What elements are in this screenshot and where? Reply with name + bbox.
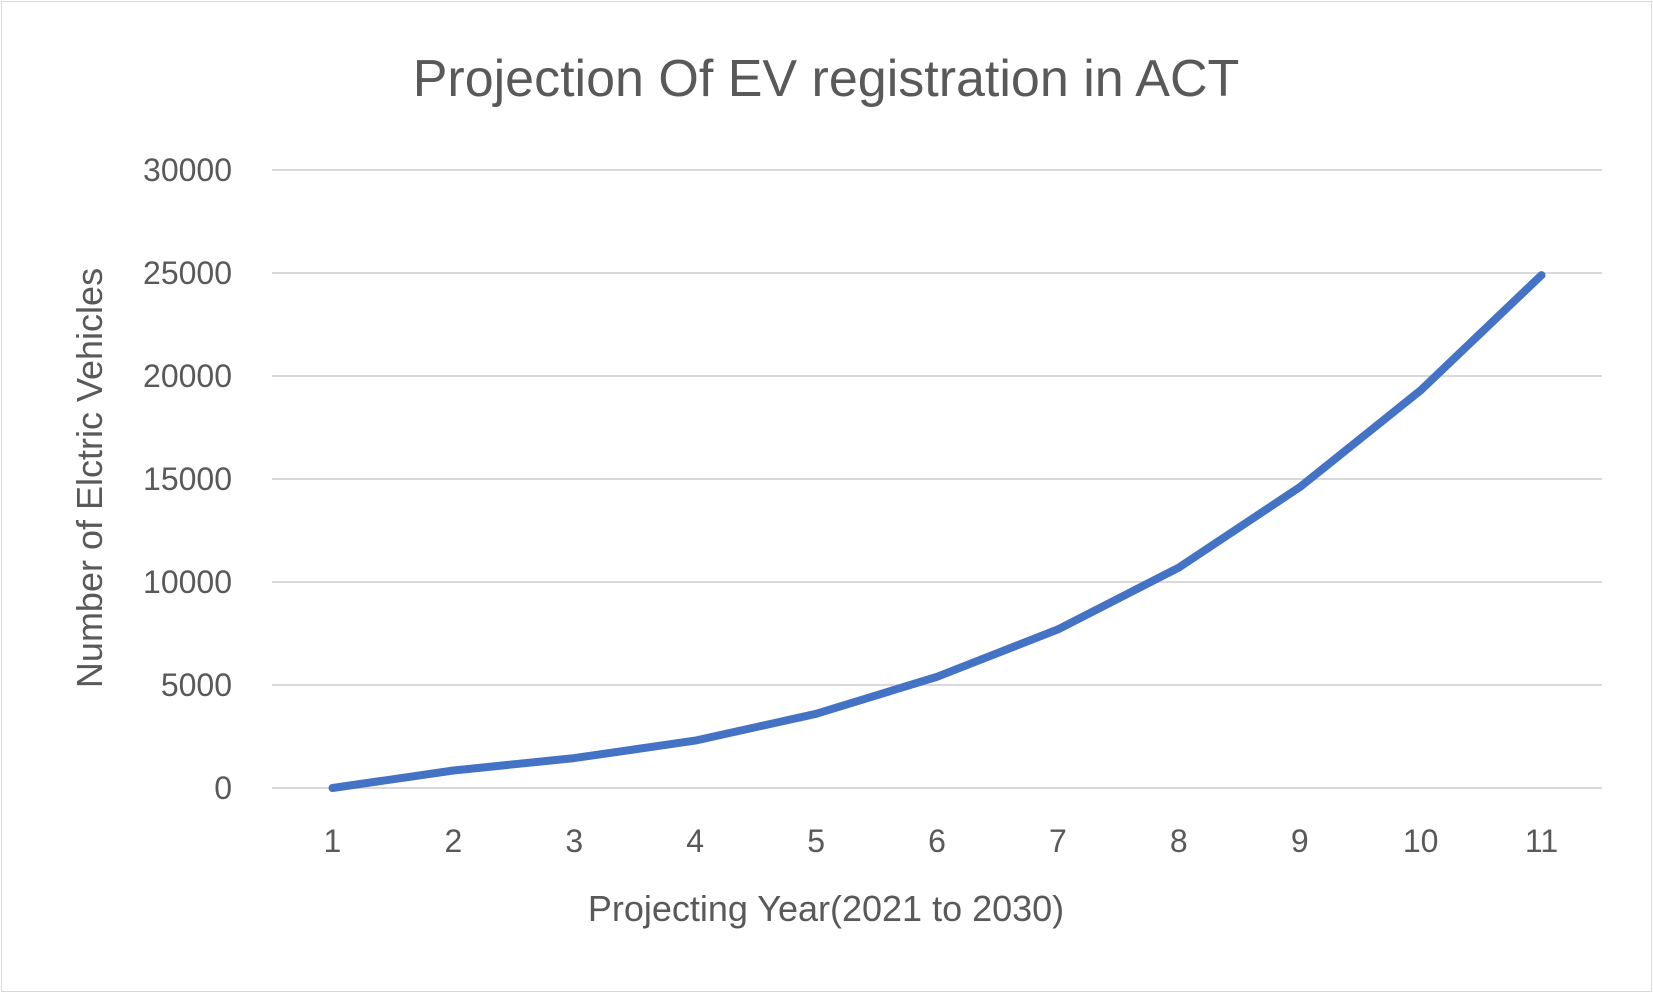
y-axis-label: Number of Elctric Vehicles bbox=[69, 268, 110, 688]
x-tick-label: 11 bbox=[1525, 823, 1558, 859]
y-tick-label: 30000 bbox=[143, 152, 232, 188]
chart-title: Projection Of EV registration in ACT bbox=[413, 50, 1240, 108]
x-tick-label: 4 bbox=[686, 823, 704, 859]
x-tick-label: 8 bbox=[1170, 823, 1188, 859]
x-tick-label: 10 bbox=[1403, 823, 1439, 859]
y-tick-label: 10000 bbox=[143, 564, 232, 600]
x-axis-ticks: 1 2 3 4 5 6 7 8 9 10 11 bbox=[324, 823, 1559, 859]
y-tick-label: 15000 bbox=[143, 461, 232, 497]
x-tick-label: 2 bbox=[444, 823, 462, 859]
gridlines bbox=[272, 169, 1602, 789]
y-tick-label: 5000 bbox=[161, 667, 232, 703]
series-line-0 bbox=[328, 271, 1546, 792]
series-layer bbox=[328, 271, 1546, 792]
y-tick-label: 25000 bbox=[143, 255, 232, 291]
y-axis-ticks: 0 5000 10000 15000 20000 25000 30000 bbox=[143, 152, 232, 806]
x-tick-label: 1 bbox=[324, 823, 342, 859]
y-tick-label: 20000 bbox=[143, 358, 232, 394]
x-axis-label: Projecting Year(2021 to 2030) bbox=[588, 888, 1064, 929]
x-tick-label: 3 bbox=[565, 823, 583, 859]
x-tick-label: 5 bbox=[807, 823, 825, 859]
y-tick-label: 0 bbox=[214, 770, 232, 806]
x-tick-label: 9 bbox=[1291, 823, 1309, 859]
x-tick-label: 7 bbox=[1049, 823, 1067, 859]
x-tick-label: 6 bbox=[928, 823, 946, 859]
